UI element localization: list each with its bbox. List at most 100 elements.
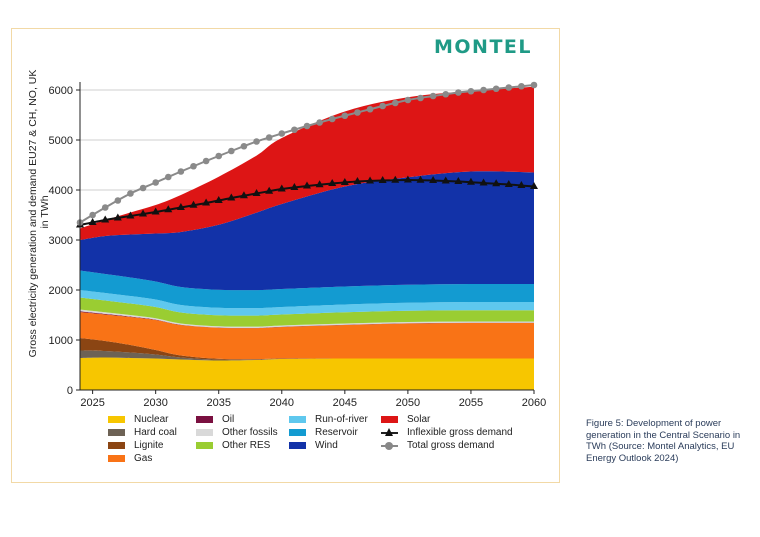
total-demand-point (240, 142, 248, 150)
legend-swatch (108, 429, 125, 436)
legend-label: Oil (222, 414, 235, 425)
y-tick-label: 1000 (49, 335, 73, 347)
legend-swatch (196, 442, 213, 449)
total-demand-point (518, 82, 525, 90)
total-demand-point (429, 92, 437, 100)
inflexible-demand-point (416, 175, 425, 183)
legend-label: Solar (407, 414, 431, 425)
total-demand-point (442, 90, 450, 98)
inflexible-demand-point (466, 177, 475, 185)
total-demand-point (253, 138, 260, 145)
legend-label: Total gross demand (407, 440, 495, 451)
inflexible-demand-point (202, 198, 211, 206)
legend-label: Hard coal (134, 427, 177, 438)
legend-item-other-fossils: Other fossils (196, 427, 278, 438)
inflexible-demand-point (391, 175, 400, 183)
area-gas (80, 312, 534, 360)
inflexible-demand-point (176, 203, 185, 210)
x-tick-label: 2030 (143, 397, 167, 409)
total-demand-point (278, 130, 286, 137)
y-axis-label-line2: in TWh (39, 195, 51, 228)
total-demand-point (480, 86, 487, 94)
legend-label: Other fossils (222, 427, 278, 438)
area-reservoir (80, 270, 534, 309)
legend-label: Inflexible gross demand (407, 427, 513, 438)
total-demand-point (530, 81, 538, 89)
legend-item-run-of-river: Run-of-river (289, 414, 368, 425)
area-wind (80, 171, 534, 291)
x-tick-label: 2040 (270, 397, 294, 409)
total-demand-point (89, 211, 96, 219)
legend-item-nuclear: Nuclear (108, 414, 168, 425)
x-tick-label: 2045 (333, 397, 357, 409)
inflexible-demand-point (454, 177, 463, 184)
legend-swatch (381, 416, 398, 423)
legend-item-gas: Gas (108, 453, 152, 464)
legend-swatch (289, 416, 306, 423)
total-demand-point (127, 190, 134, 197)
legend-label: Wind (315, 440, 338, 451)
y-tick-label: 4000 (49, 185, 73, 197)
legend-swatch (108, 442, 125, 449)
inflexible-demand-point (88, 218, 97, 225)
legend-label: Reservoir (315, 427, 358, 438)
inflexible-demand-point (517, 181, 526, 188)
total-demand-point (228, 147, 235, 155)
total-demand-point (505, 84, 513, 91)
legend-item-oil: Oil (196, 414, 234, 425)
inflexible-demand-point (366, 176, 375, 184)
total-demand-point (467, 87, 475, 95)
total-demand-point (152, 179, 159, 186)
total-demand-point (177, 168, 185, 175)
y-tick-label: 5000 (49, 135, 73, 147)
area-nuclear (80, 357, 534, 390)
legend-item-wind: Wind (289, 440, 338, 451)
total-demand-point (114, 197, 122, 204)
total-demand-point (215, 152, 223, 160)
total-demand-point (341, 112, 349, 120)
inflexible-demand-point (441, 176, 450, 184)
inflexible-demand-point (139, 209, 148, 217)
axes: 0 1000 2000 3000 4000 5000 6000 2025 2030 2035 204… (49, 82, 546, 409)
legend-swatch (196, 429, 213, 436)
inflexible-demand-point (340, 178, 349, 185)
total-demand-point (265, 134, 273, 141)
total-demand-point (354, 109, 361, 116)
legend-item-other-res: Other RES (196, 440, 270, 451)
legend-swatch (289, 429, 306, 436)
inflexible-demand-point (290, 183, 299, 190)
stacked-areas (80, 86, 534, 390)
total-demand-point (391, 99, 399, 107)
inflexible-demand-point (214, 196, 223, 203)
area-other-res (80, 297, 534, 327)
inflexible-demand-point (353, 177, 362, 184)
inflexible-demand-point (189, 200, 198, 208)
total-demand-point (190, 162, 197, 170)
legend-item-inflexible-gross-demand: Inflexible gross demand (381, 427, 513, 438)
inflexible-demand-point (403, 175, 412, 183)
inflexible-demand-point (479, 178, 488, 186)
inflexible-demand-point (530, 182, 538, 189)
total-demand-point (404, 96, 412, 104)
total-demand-point (379, 102, 386, 110)
legend-label: Nuclear (134, 414, 169, 425)
inflexible-demand-point (328, 179, 337, 186)
total-demand-point (202, 157, 210, 165)
total-demand-point (455, 89, 462, 96)
total-demand-point (139, 184, 147, 192)
x-tick-label: 2050 (396, 397, 420, 409)
legend-label: Run-of-river (315, 414, 368, 425)
y-tick-label: 3000 (49, 235, 73, 247)
legend-item-hard-coal: Hard coal (108, 427, 177, 438)
inflexible-demand-point (113, 213, 122, 221)
legend-swatch (108, 455, 125, 462)
figure-caption: Figure 5: Development of power generatio… (586, 418, 741, 464)
total-demand-point (101, 204, 109, 211)
legend-item-total-gross-demand: Total gross demand (381, 440, 494, 451)
montel-logo: MONTEL (434, 36, 533, 58)
inflexible-demand-point (429, 176, 438, 183)
inflexible-demand-point (164, 205, 173, 213)
legend-swatch (381, 441, 398, 451)
total-demand-point (417, 94, 424, 102)
inflexible-demand-point (265, 186, 274, 194)
